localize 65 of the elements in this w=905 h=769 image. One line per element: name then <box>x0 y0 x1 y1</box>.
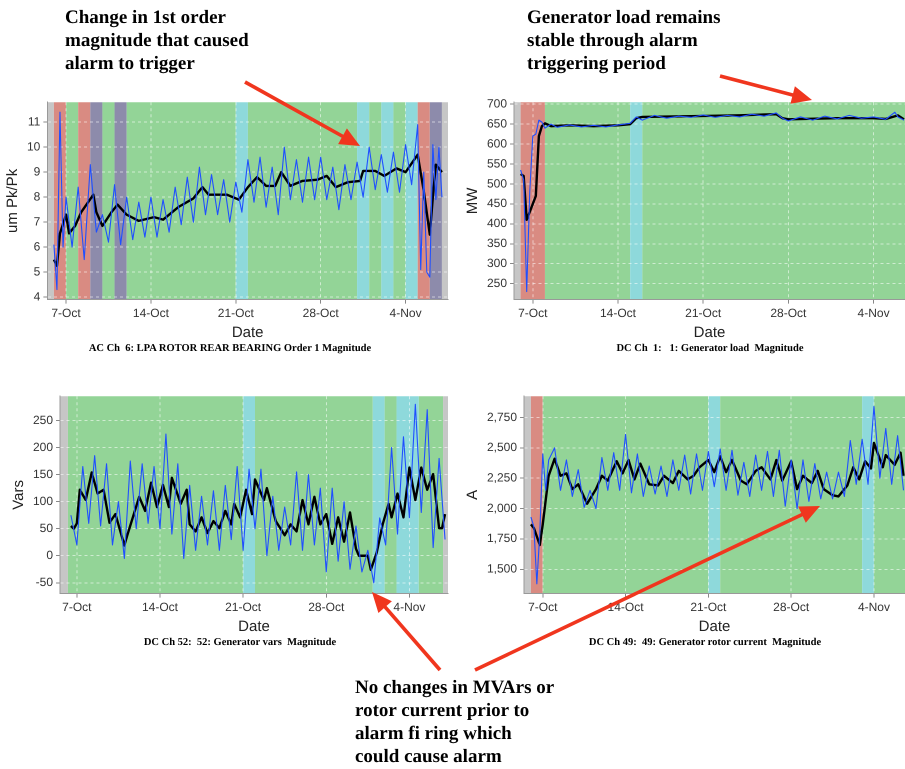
y-tick-label: 650 <box>486 116 508 130</box>
text: Generator load remains stable through alarm triggering period <box>527 6 722 75</box>
x-tick-label: 4-Nov <box>393 600 426 614</box>
y-tick-label: 7 <box>34 214 41 228</box>
y-tick-label: 5 <box>34 264 41 278</box>
x-tick-label: 21-Oct <box>218 306 254 320</box>
y-tick-label: 400 <box>486 216 508 230</box>
x-tick-label: 7-Oct <box>528 600 558 614</box>
y-tick-label: 200 <box>32 440 54 454</box>
y-tick-label: 150 <box>32 466 54 481</box>
x-tick-label: 28-Oct <box>773 600 810 614</box>
y-axis-title: A <box>464 490 482 500</box>
y-axis-title: um Pk/Pk <box>4 168 22 233</box>
y-tick-label: 6 <box>34 239 41 254</box>
y-tick-label: 9 <box>34 164 41 178</box>
text: DC Ch 52: 52: Generator vars Magnitude <box>142 637 338 648</box>
x-tick-label: 7-Oct <box>62 600 92 614</box>
y-axis-title: Vars <box>10 480 28 510</box>
y-tick-label: 4 <box>34 289 41 304</box>
y-tick-label: 100 <box>32 494 54 508</box>
y-tick-label: 2,250 <box>487 470 518 485</box>
x-tick-label: 4-Nov <box>858 600 890 614</box>
y-tick-label: 550 <box>486 156 508 170</box>
y-tick-label: 300 <box>486 256 508 270</box>
x-tick-label: 28-Oct <box>302 306 340 320</box>
x-tick-label: 14-Oct <box>600 306 637 320</box>
x-axis-title: Date <box>238 618 270 636</box>
x-tick-label: 7-Oct <box>518 306 548 320</box>
text: DC Ch 1: 1: Generator load Magnitude <box>615 343 805 354</box>
y-tick-label: 8 <box>34 189 41 204</box>
x-tick-label: 4-Nov <box>390 306 422 320</box>
y-tick-label: 350 <box>486 236 508 250</box>
y-tick-label: 10 <box>26 139 41 154</box>
x-axis-title: Date <box>698 618 730 636</box>
y-tick-label: 1,750 <box>487 531 518 546</box>
y-tick-label: 2,000 <box>487 500 518 515</box>
x-tick-label: 21-Oct <box>690 600 728 614</box>
y-tick-label: 0 <box>46 548 54 562</box>
y-tick-label: 250 <box>486 276 508 290</box>
y-tick-label: 700 <box>486 96 508 111</box>
y-tick-label: 2,500 <box>487 440 518 454</box>
x-tick-label: 14-Oct <box>142 600 179 614</box>
y-axis-title: MW <box>464 186 482 214</box>
x-tick-label: 4-Nov <box>858 306 890 320</box>
y-tick-label: 600 <box>486 136 508 150</box>
x-tick-label: 28-Oct <box>770 306 808 320</box>
x-tick-label: 21-Oct <box>225 600 262 614</box>
text: AC Ch 6: LPA ROTOR REAR BEARING Order 1 Magnitude <box>88 343 372 354</box>
y-tick-label: 50 <box>40 521 54 536</box>
y-tick-label: 11 <box>28 114 41 128</box>
y-tick-label: 1,500 <box>487 562 518 576</box>
x-axis-title: Date <box>694 324 726 342</box>
x-tick-label: 21-Oct <box>685 306 722 320</box>
y-tick-label: 250 <box>32 412 54 427</box>
x-tick-label: 28-Oct <box>308 600 345 614</box>
x-tick-label: 7-Oct <box>51 306 82 320</box>
y-tick-label: 2,750 <box>487 410 518 424</box>
text: No changes in MVArs or rotor current prior to alarm fi ring which could cause alarm <box>355 676 555 768</box>
text: DC Ch 49: 49: Generator rotor current Magnitude <box>588 637 822 648</box>
x-tick-label: 14-Oct <box>132 306 170 320</box>
y-tick-label: -50 <box>36 575 54 590</box>
text: Change in 1st order magnitude that caused alarm to trigger <box>65 6 250 75</box>
y-tick-label: 500 <box>486 176 508 190</box>
x-axis-title: Date <box>232 324 264 342</box>
y-tick-label: 450 <box>486 196 508 210</box>
